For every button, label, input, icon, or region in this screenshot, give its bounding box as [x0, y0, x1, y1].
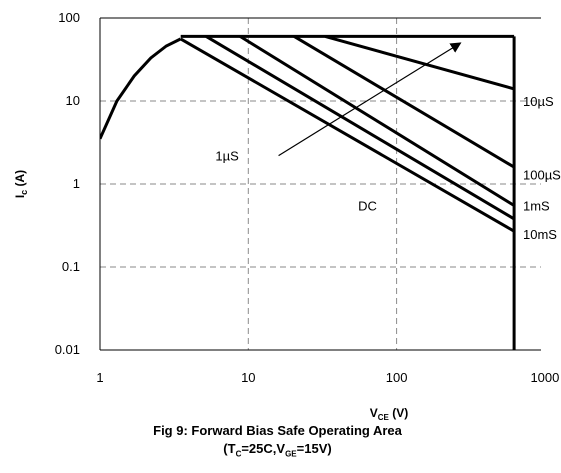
y-tick-label: 100	[58, 10, 80, 25]
curve-label: 100µS	[523, 168, 561, 183]
series-line-3	[293, 35, 515, 169]
x-tick-label: 10	[241, 370, 255, 385]
curve-label: 1mS	[523, 199, 550, 214]
series-line-4	[239, 35, 515, 207]
curve-label: 1µS	[215, 149, 239, 164]
curve-label: 10µS	[523, 94, 554, 109]
x-axis-label: VCE (V)	[370, 406, 408, 422]
series-line-5	[205, 35, 515, 221]
curve-label: 10mS	[523, 227, 557, 242]
y-tick-label: 0.01	[55, 342, 80, 357]
chart-title: Fig 9: Forward Bias Safe Operating Area	[0, 423, 555, 438]
subtitle-part-3: =15V)	[296, 441, 332, 456]
subtitle-part-1: (T	[223, 441, 236, 456]
curve-labels: 10µS 100µS 1mS 10mS 1µS DC	[215, 94, 561, 242]
series-line-6	[179, 37, 515, 233]
curve-label: DC	[358, 199, 377, 214]
arrow-line	[278, 42, 462, 157]
subtitle-sub-ge: GE	[285, 449, 297, 459]
x-tick-label: 100	[386, 370, 408, 385]
x-tick-label: 1	[96, 370, 103, 385]
y-tick-label: 10	[66, 93, 80, 108]
y-tick-label: 0.1	[62, 259, 80, 274]
subtitle-sub-c: C	[235, 449, 242, 459]
y-axis-label: Ic (A)	[13, 170, 29, 198]
pulse-width-arrow	[278, 42, 462, 157]
y-tick-labels: 0.01 0.1 1 10 100	[55, 10, 80, 357]
soa-curves	[100, 34, 516, 350]
series-line-0	[100, 37, 182, 140]
x-tick-labels: 1 10 100 1000	[96, 370, 559, 385]
chart-subtitle: (TC=25C,VGE=15V)	[0, 441, 555, 459]
x-tick-label: 1000	[530, 370, 559, 385]
series-line-2	[324, 34, 515, 91]
grid-lines	[100, 18, 541, 350]
y-tick-label: 1	[73, 176, 80, 191]
subtitle-part-2: =25C,V	[241, 441, 286, 456]
chart-title-text: Fig 9: Forward Bias Safe Operating Area	[153, 423, 402, 438]
